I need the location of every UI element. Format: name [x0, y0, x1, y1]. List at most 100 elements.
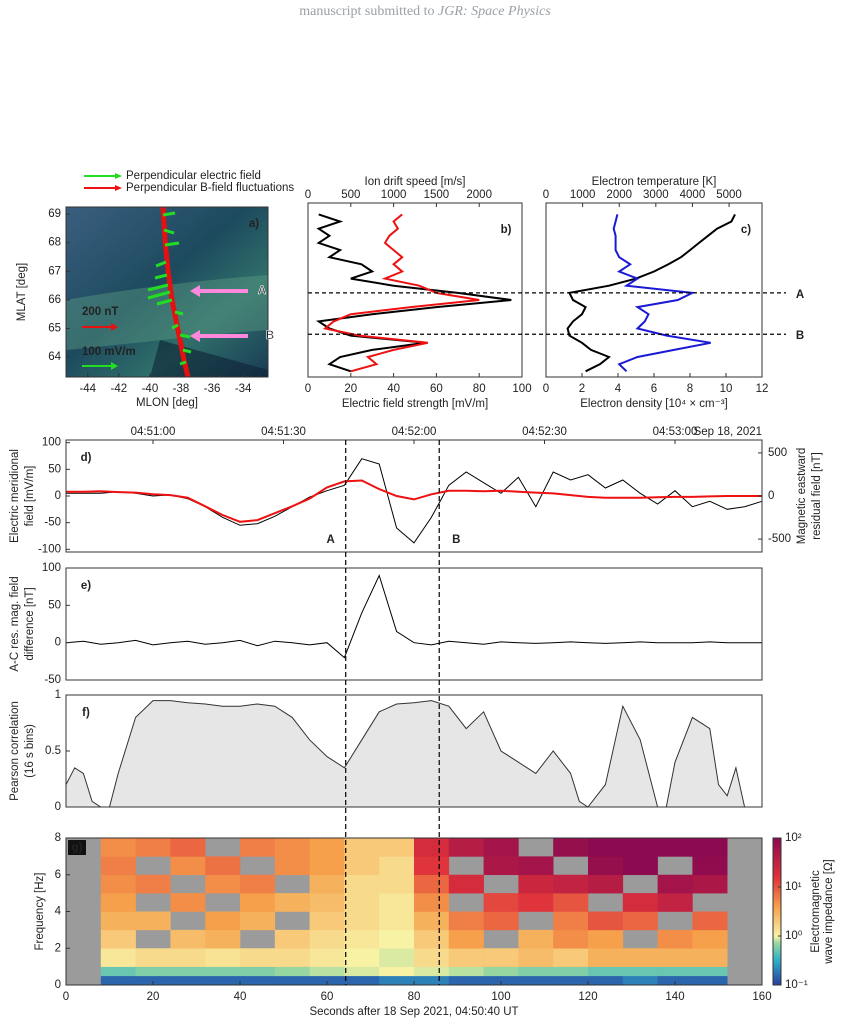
y-tick-label: 500 [768, 447, 787, 459]
heatmap-cell [692, 975, 728, 986]
heatmap-cell [483, 975, 519, 986]
heatmap-cell [170, 929, 206, 949]
heatmap-cell [692, 929, 728, 949]
heatmap-cell [100, 893, 136, 912]
colorbar-step [773, 889, 781, 893]
heatmap-cell [344, 975, 380, 986]
heatmap-cell [483, 893, 519, 912]
x-tick-label: -44 [79, 383, 96, 395]
plot-frame [307, 202, 523, 378]
x-tick-label: 04:53:00 [653, 426, 698, 438]
colorbar-step [773, 933, 781, 937]
panel-label: d) [81, 452, 92, 464]
heatmap-cell [657, 929, 693, 949]
heatmap-cell [553, 874, 589, 894]
heatmap-cell [657, 948, 693, 967]
heatmap-cell [553, 911, 589, 931]
y-axis-label: difference [nT] [24, 587, 36, 660]
heatmap-cell [448, 948, 484, 967]
y-tick-label: 65 [48, 322, 61, 334]
scale-b-head [111, 323, 118, 331]
heatmap-cell [518, 966, 554, 977]
aurora-band [66, 275, 268, 350]
y-tick-label: 0.5 [45, 745, 61, 757]
heatmap-cell [135, 966, 171, 977]
heatmap-cell [205, 975, 241, 986]
colorbar-step [773, 962, 781, 966]
colorbar-step [773, 850, 781, 854]
panel-label: a) [249, 218, 259, 230]
x-tick-label: -42 [111, 383, 128, 395]
heatmap-cell [100, 966, 136, 977]
heatmap-cell [170, 838, 206, 857]
heatmap-cell [379, 856, 415, 876]
y-tick-label: 100 [42, 437, 61, 449]
heatmap-cell [414, 911, 450, 931]
colorbar-step [773, 948, 781, 952]
heatmap-cell [657, 838, 693, 857]
heatmap-cell [622, 975, 658, 986]
heatmap-cell [483, 948, 519, 967]
heatmap-cell [622, 856, 658, 876]
y-tick-label: 4 [55, 906, 62, 918]
x-tick-label: 2 [579, 383, 585, 395]
heatmap-cell [274, 856, 310, 876]
heatmap-cell [448, 911, 484, 931]
heatmap-cell [448, 838, 484, 857]
legend-label: Perpendicular electric field [126, 170, 261, 182]
colorbar-step [773, 906, 781, 910]
heatmap-cell [692, 838, 728, 857]
heatmap-cell [274, 893, 310, 912]
colorbar-step [773, 982, 781, 986]
heatmap-cell [518, 856, 554, 876]
heatmap-cell [205, 966, 241, 977]
colorbar-step [773, 945, 781, 949]
x-tick-label: 0 [63, 991, 69, 1003]
heatmap-cell [274, 838, 310, 857]
heatmap-cell [657, 874, 693, 894]
heatmap-cell [692, 856, 728, 876]
heatmap-cell [309, 856, 345, 876]
heatmap-cell [379, 948, 415, 967]
heatmap-cell [414, 966, 450, 977]
heatmap-cell [205, 874, 241, 894]
x-tick-label: 04:52:00 [392, 426, 437, 438]
colorbar-tick-label: 10⁻¹ [785, 979, 808, 991]
heatmap-cell [309, 874, 345, 894]
annotation: 200 nT [82, 306, 118, 318]
x-tick-label: 6 [651, 383, 657, 395]
heatmap-cell [379, 929, 415, 949]
arrow-a-head [190, 285, 200, 297]
heatmap-cell [309, 929, 345, 949]
colorbar-step [773, 970, 781, 974]
heatmap-cell [344, 966, 380, 977]
x2-axis-label: Ion drift speed [m/s] [365, 176, 466, 188]
y-tick-label: 50 [48, 599, 61, 611]
heatmap-cell [170, 893, 206, 912]
y2-axis-label: Magnetic eastward [796, 448, 808, 545]
header: manuscript submitted to JGR: Space Physi… [299, 4, 551, 19]
colorbar-step [773, 869, 781, 873]
heatmap-cell [448, 966, 484, 977]
y-axis-label: field [mV/m] [24, 466, 36, 527]
reference-label: A [796, 289, 804, 301]
x-tick-label: 0 [543, 383, 549, 395]
colorbar-step [773, 931, 781, 935]
colorbar-step [773, 896, 781, 900]
y-tick-label: 0 [55, 801, 61, 813]
colorbar-step [773, 967, 781, 971]
heatmap-cell [100, 856, 136, 876]
heatmap-cell [240, 893, 276, 912]
colorbar-step [773, 838, 781, 841]
heatmap-cell [483, 856, 519, 876]
heatmap-cell [414, 975, 450, 986]
y-tick-label: 69 [48, 208, 61, 220]
x-tick-label: 80 [408, 991, 421, 1003]
heatmap-cell [344, 893, 380, 912]
colorbar-step [773, 940, 781, 944]
colorbar-step [773, 958, 781, 961]
heatmap-cell [170, 975, 206, 986]
heatmap-cell [622, 966, 658, 977]
heatmap-cell [240, 948, 276, 967]
x-tick-label: -36 [204, 383, 221, 395]
